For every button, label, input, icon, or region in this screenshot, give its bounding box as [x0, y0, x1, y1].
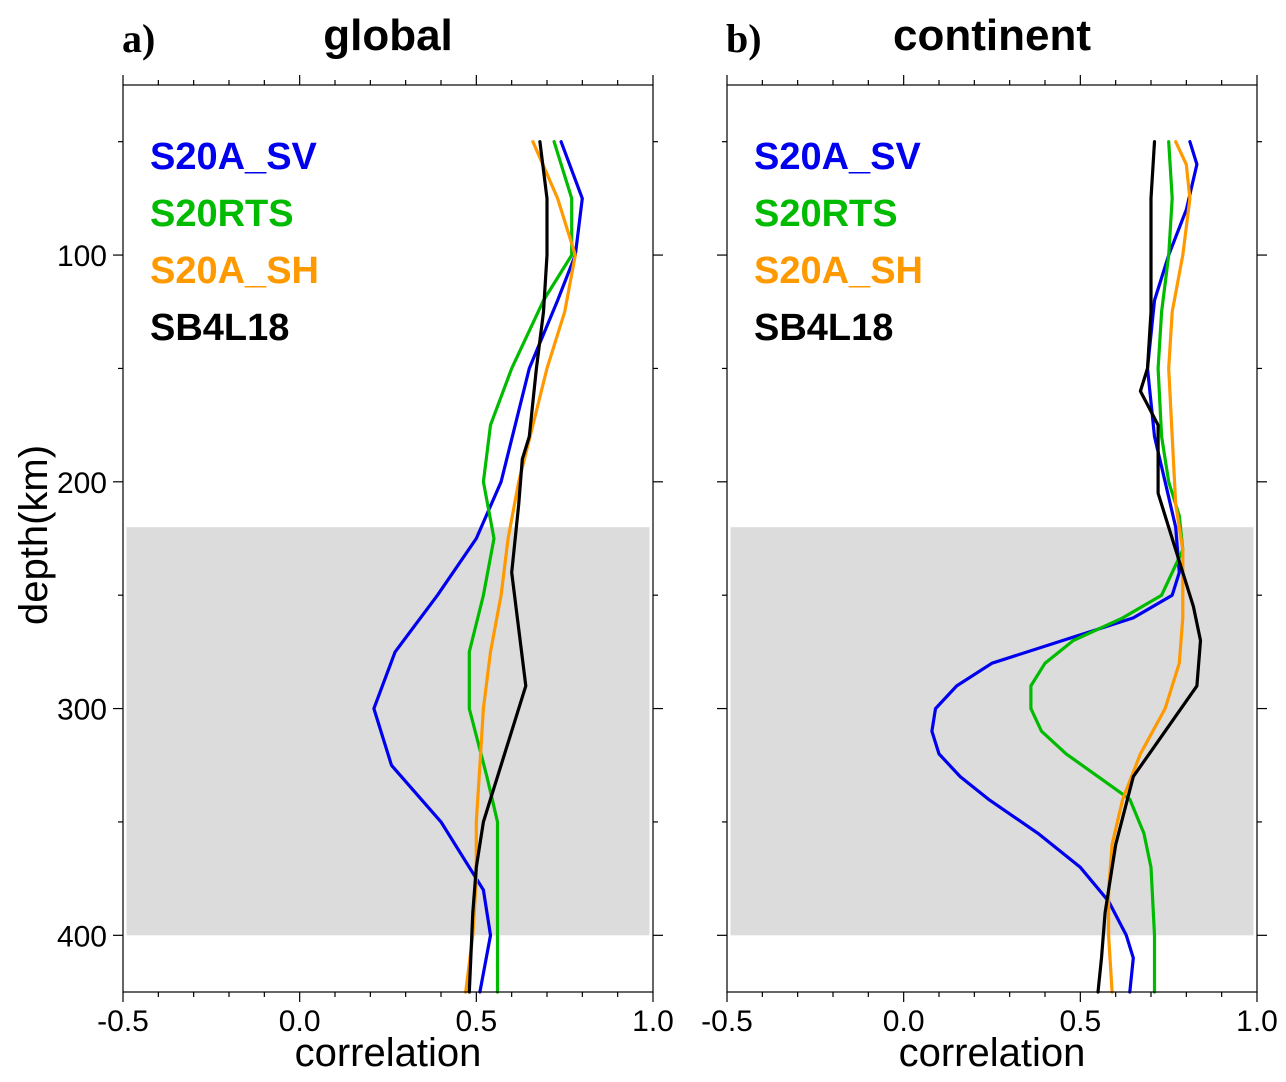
legend-label-s20a-sh: S20A_SH: [150, 250, 319, 292]
series-line-sb4l18: [467, 140, 549, 994]
x-tick-labels: -0.5 0.0 0.5 1.0: [97, 1005, 674, 1038]
legend-label-s20a-sh: S20A_SH: [754, 250, 923, 292]
legend-label-s20a-sv: S20A_SV: [150, 136, 318, 178]
x-tick-label: 0.5: [1059, 1005, 1101, 1038]
tick-marks: [717, 75, 1267, 1002]
shaded-depth-band: [126, 527, 650, 936]
panel-letter: a): [122, 16, 155, 61]
series-line-s20rts: [1029, 140, 1185, 994]
legend-label-s20rts: S20RTS: [150, 193, 294, 235]
legend-label-sb4l18: SB4L18: [150, 307, 289, 349]
x-tick-label: 1.0: [1236, 1005, 1278, 1038]
plot-frame: [726, 84, 1258, 993]
x-axis-label: correlation: [295, 1031, 482, 1075]
legend: S20A_SV S20RTS S20A_SH SB4L18: [754, 136, 923, 349]
x-tick-label: -0.5: [97, 1005, 149, 1038]
panel-letter: b): [726, 16, 762, 61]
plot-frame: [122, 84, 654, 993]
x-tick-label: 1.0: [632, 1005, 674, 1038]
y-tick-label: 400: [57, 920, 107, 953]
x-tick-label: -0.5: [701, 1005, 753, 1038]
panel-title: continent: [893, 11, 1091, 60]
tick-marks: [113, 75, 663, 1002]
panel-global: a) global -0.5 0.0 0.5 1.0 100 200 300 400 cor…: [12, 11, 674, 1075]
y-tick-label: 300: [57, 694, 107, 727]
panel-title: global: [323, 11, 453, 60]
series-group: [930, 140, 1203, 994]
y-axis-label: depth(km): [12, 445, 56, 625]
x-tick-label: 0.0: [279, 1005, 321, 1038]
legend: S20A_SV S20RTS S20A_SH SB4L18: [150, 136, 319, 349]
series-line-s20a-sv: [930, 140, 1199, 994]
x-tick-label: 0.0: [883, 1005, 925, 1038]
y-tick-label: 200: [57, 467, 107, 500]
legend-label-sb4l18: SB4L18: [754, 307, 893, 349]
series-line-s20a-sh: [464, 140, 577, 994]
legend-label-s20rts: S20RTS: [754, 193, 898, 235]
series-line-s20a-sh: [1106, 140, 1192, 994]
series-line-sb4l18: [1096, 140, 1203, 994]
x-axis-label: correlation: [899, 1031, 1086, 1075]
series-line-s20a-sv: [372, 140, 584, 994]
x-tick-labels: -0.5 0.0 0.5 1.0: [701, 1005, 1278, 1038]
panel-continent: b) continent -0.5 0.0 0.5 1.0 correlation S…: [701, 11, 1278, 1075]
x-tick-label: 0.5: [455, 1005, 497, 1038]
series-line-s20rts: [467, 140, 574, 994]
series-group: [372, 140, 584, 994]
legend-label-s20a-sv: S20A_SV: [754, 136, 922, 178]
y-tick-labels: 100 200 300 400: [57, 240, 107, 953]
y-tick-label: 100: [57, 240, 107, 273]
